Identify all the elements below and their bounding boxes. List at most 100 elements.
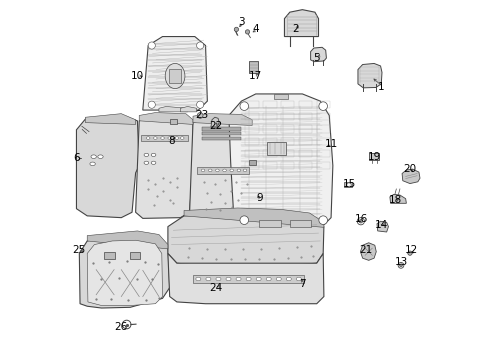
Text: 4: 4 (252, 24, 259, 35)
Circle shape (240, 216, 248, 225)
Bar (299, 138, 313, 145)
Bar (104, 252, 115, 259)
Bar (263, 113, 276, 121)
Bar (170, 119, 177, 125)
Bar (274, 94, 288, 99)
Ellipse shape (144, 161, 148, 165)
Polygon shape (79, 234, 170, 308)
Text: 12: 12 (405, 245, 418, 255)
Bar (299, 162, 313, 169)
Circle shape (398, 262, 404, 268)
Bar (317, 101, 330, 108)
Polygon shape (159, 107, 188, 112)
Circle shape (122, 320, 131, 329)
Bar (281, 113, 294, 121)
Bar (245, 101, 259, 108)
Text: 5: 5 (314, 53, 320, 63)
Ellipse shape (243, 169, 247, 172)
Text: 26: 26 (115, 322, 128, 332)
Bar (263, 101, 276, 108)
Bar (368, 153, 379, 160)
Polygon shape (190, 116, 254, 222)
Ellipse shape (230, 169, 234, 172)
Polygon shape (285, 10, 318, 37)
Bar (344, 182, 352, 187)
Polygon shape (136, 116, 193, 219)
Bar (299, 150, 313, 157)
Ellipse shape (147, 137, 150, 139)
Text: 24: 24 (210, 283, 223, 293)
Ellipse shape (153, 137, 157, 139)
Text: 7: 7 (299, 279, 306, 289)
Circle shape (240, 102, 248, 111)
Polygon shape (168, 213, 324, 266)
Text: 25: 25 (73, 245, 86, 255)
Ellipse shape (91, 155, 97, 158)
Ellipse shape (196, 277, 201, 281)
Bar (263, 126, 276, 133)
Text: 17: 17 (249, 71, 262, 81)
Bar (281, 138, 294, 145)
Circle shape (347, 183, 351, 187)
Ellipse shape (98, 155, 103, 158)
Polygon shape (229, 94, 333, 232)
Polygon shape (87, 240, 163, 306)
Ellipse shape (90, 162, 95, 166)
Bar (245, 138, 259, 145)
Polygon shape (85, 114, 136, 125)
Ellipse shape (237, 169, 241, 172)
Ellipse shape (168, 137, 172, 139)
Text: 18: 18 (389, 195, 402, 205)
Text: 23: 23 (196, 111, 209, 121)
Text: 14: 14 (375, 220, 388, 230)
Bar (263, 150, 276, 157)
Text: 9: 9 (256, 193, 263, 203)
Bar (317, 138, 330, 145)
Bar (317, 113, 330, 121)
Ellipse shape (216, 169, 219, 172)
Bar (263, 138, 276, 145)
Polygon shape (211, 117, 219, 127)
Ellipse shape (165, 63, 185, 89)
Polygon shape (168, 253, 324, 304)
Ellipse shape (208, 169, 212, 172)
Bar (249, 60, 258, 73)
Ellipse shape (276, 277, 281, 281)
Ellipse shape (246, 277, 251, 281)
Circle shape (245, 30, 250, 34)
Bar (245, 126, 259, 133)
Bar (193, 275, 304, 283)
Polygon shape (143, 37, 207, 110)
Text: 21: 21 (360, 245, 373, 255)
Circle shape (234, 27, 239, 32)
Polygon shape (193, 114, 252, 126)
Ellipse shape (180, 137, 184, 139)
Ellipse shape (236, 277, 241, 281)
Ellipse shape (161, 137, 164, 139)
Polygon shape (139, 113, 193, 125)
Bar (281, 126, 294, 133)
Text: 10: 10 (131, 71, 144, 81)
Circle shape (148, 101, 155, 108)
Text: 22: 22 (210, 121, 223, 131)
Bar (202, 132, 242, 135)
Circle shape (357, 218, 365, 225)
Bar (202, 136, 242, 140)
Polygon shape (311, 47, 326, 62)
Ellipse shape (151, 153, 156, 157)
Ellipse shape (266, 277, 271, 281)
Ellipse shape (226, 277, 231, 281)
Bar (290, 220, 311, 226)
Circle shape (359, 220, 363, 223)
Text: 2: 2 (292, 24, 298, 35)
Polygon shape (377, 221, 389, 232)
Ellipse shape (286, 277, 291, 281)
Polygon shape (402, 169, 420, 184)
Circle shape (399, 264, 402, 267)
Polygon shape (358, 63, 382, 88)
Text: 16: 16 (355, 215, 368, 224)
Text: 13: 13 (394, 257, 408, 267)
Polygon shape (361, 243, 376, 260)
Circle shape (196, 101, 204, 108)
Text: 11: 11 (324, 139, 338, 149)
